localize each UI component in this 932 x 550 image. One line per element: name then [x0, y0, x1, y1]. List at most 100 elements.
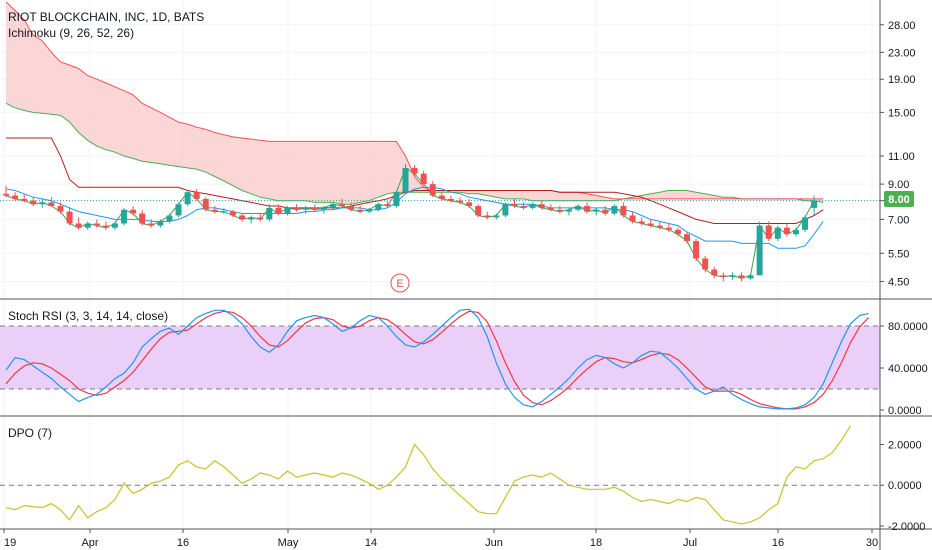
candle [783, 223, 790, 237]
candle [166, 213, 173, 224]
candle [738, 272, 745, 282]
y-tick-label: 19.00 [888, 74, 916, 86]
candle [93, 219, 100, 228]
grid-layer [0, 0, 880, 529]
candle [257, 213, 264, 222]
candle-body [12, 195, 19, 199]
candle [102, 221, 109, 230]
candle-body [311, 207, 318, 210]
candle [711, 266, 718, 279]
candle [230, 209, 236, 218]
candle-body [457, 200, 463, 203]
candle-body [411, 167, 418, 174]
candle-body [102, 225, 109, 228]
stoch-panel [0, 308, 880, 410]
candle [311, 204, 318, 212]
candle-body [139, 213, 146, 224]
y-tick-label: 4.50 [888, 276, 909, 288]
stoch-d-line [5, 310, 870, 410]
candle [792, 227, 799, 237]
candle-body [729, 275, 736, 277]
candle-body [39, 202, 46, 205]
candle-body [57, 206, 64, 212]
candle-body [402, 167, 409, 193]
candle [520, 202, 527, 210]
candle [411, 165, 418, 177]
candle-body [447, 198, 454, 201]
candle-body [338, 204, 345, 207]
candle [402, 163, 409, 194]
y-tick-label: 0.0000 [888, 480, 922, 492]
candle-body [293, 207, 300, 210]
candle-body [584, 206, 591, 212]
senkou-span-a-line [5, 102, 824, 205]
candle-body [257, 217, 264, 220]
candle-body [638, 221, 645, 224]
y-tick-label: 7.00 [888, 214, 909, 226]
candle-body [711, 269, 718, 276]
candle [384, 200, 391, 208]
y-tick-label: 15.00 [888, 107, 916, 119]
x-tick-label: 14 [365, 537, 377, 549]
candle [429, 181, 436, 198]
candle [357, 206, 364, 214]
candle-body [565, 209, 572, 212]
candle-body [66, 211, 73, 224]
candle [329, 202, 336, 210]
chart-title: RIOT BLOCKCHAIN, INC, 1D, BATS [8, 10, 204, 24]
candle-body [375, 204, 382, 210]
candle [556, 206, 563, 214]
candle-body [393, 192, 400, 207]
candle-body [702, 258, 709, 270]
x-tick-label: 18 [590, 537, 602, 549]
candle [638, 217, 645, 226]
candle [266, 204, 273, 222]
candle [720, 272, 727, 282]
candle-body [738, 275, 745, 279]
candle-body [211, 209, 218, 212]
candle [756, 221, 763, 276]
candle [656, 221, 663, 230]
candle-body [75, 223, 82, 228]
candle [84, 221, 91, 230]
candle [21, 193, 28, 203]
candle [157, 219, 164, 228]
candle-body [320, 207, 327, 210]
candle [75, 217, 82, 230]
candle [538, 200, 545, 210]
candle [175, 202, 182, 218]
candle [338, 198, 345, 208]
ichimoku-label: Ichimoku (9, 26, 52, 26) [8, 26, 134, 40]
candle-body [366, 209, 373, 212]
candle-body [111, 223, 118, 228]
candle [211, 206, 218, 214]
candle [665, 223, 672, 233]
candle-body [765, 225, 772, 239]
y-tick-label: 80.0000 [888, 321, 928, 333]
candle [575, 204, 582, 212]
candle [66, 207, 73, 226]
dpo-line [5, 425, 851, 525]
candle-body [438, 195, 445, 199]
earnings-marker-label: E [396, 278, 403, 290]
y-tick-label: 40.0000 [888, 363, 928, 375]
candle-body [348, 206, 355, 210]
candle-body [284, 207, 291, 214]
candle-body [275, 207, 282, 214]
candle-body [21, 198, 28, 201]
kijun-line [6, 137, 824, 224]
candle-body [48, 202, 55, 207]
candle-body [520, 206, 527, 208]
candle [765, 221, 772, 242]
candle-body [220, 211, 227, 213]
candle-body [30, 200, 37, 205]
y-tick-label: 23.00 [888, 47, 916, 59]
candle [375, 202, 382, 212]
earnings-marker[interactable]: E [390, 273, 410, 293]
dpo-title: DPO (7) [8, 426, 52, 440]
candle-body [357, 209, 364, 212]
candle-body [774, 227, 781, 239]
candle-body [239, 215, 246, 220]
candle [57, 202, 64, 214]
